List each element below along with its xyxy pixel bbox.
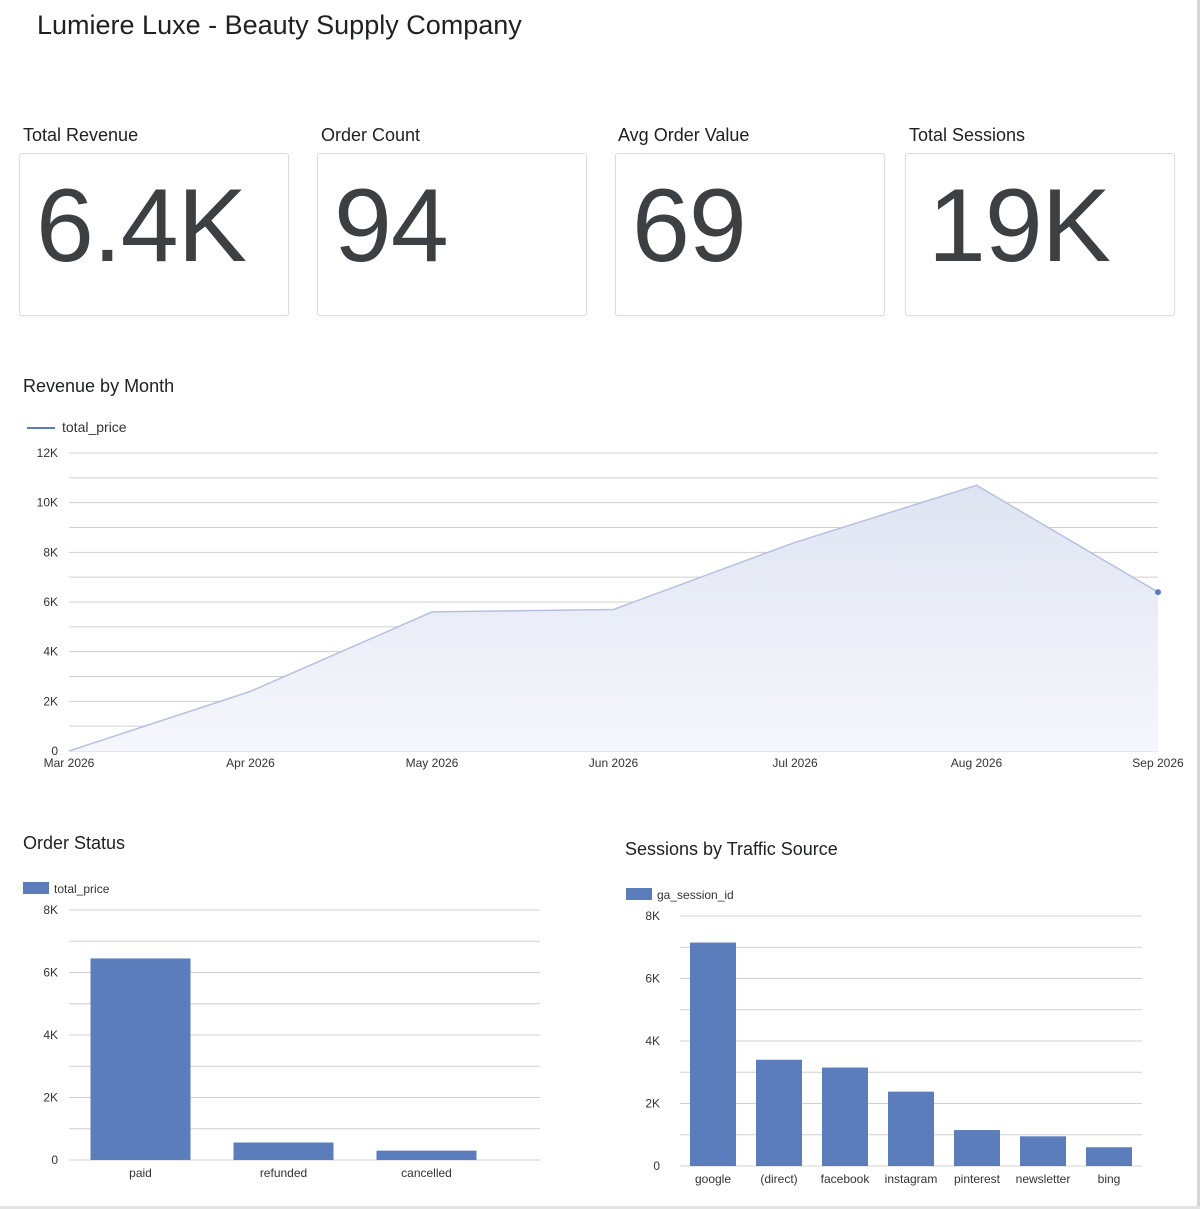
- kpi-label-total-sessions: Total Sessions: [909, 125, 1026, 145]
- x-tick-label-newsletter: newsletter: [1016, 1172, 1071, 1186]
- x-tick-label-may-2026: May 2026: [406, 756, 459, 770]
- x-tick-label-apr-2026: Apr 2026: [226, 756, 275, 770]
- y-tick-label: 6K: [43, 595, 58, 609]
- kpi-value-order-count: 94: [334, 168, 449, 284]
- x-tick-label-bing: bing: [1098, 1172, 1121, 1186]
- y-tick-label: 4K: [645, 1034, 660, 1048]
- y-tick-label: 8K: [43, 545, 58, 559]
- frame-right-border: [1197, 0, 1200, 1209]
- x-tick-label-cancelled: cancelled: [401, 1166, 452, 1180]
- order-status-chart-title: Order Status: [23, 833, 126, 853]
- order-status-chart[interactable]: 0 2K 4K 6K 8K paid refunded cancelled total_pric…: [23, 882, 540, 1180]
- bar-facebook: [822, 1067, 868, 1166]
- y-tick-label: 0: [653, 1159, 660, 1173]
- y-tick-label: 2K: [43, 694, 58, 708]
- kpi-value-total-revenue: 6.4K: [36, 168, 247, 284]
- series-area-total-price: [69, 485, 1158, 751]
- bar-cancelled: [376, 1150, 477, 1160]
- series-line-total-price: [68, 484, 1159, 752]
- y-tick-label: 4K: [43, 1028, 58, 1042]
- revenue-by-month-chart[interactable]: 0 2K 4K 6K 8K 10K 12K Mar 2026 Apr 2026 May 2026 J…: [27, 419, 1184, 770]
- bar-instagram: [888, 1091, 934, 1166]
- y-tick-label: 2K: [43, 1091, 58, 1105]
- x-tick-label-pinterest: pinterest: [954, 1172, 1001, 1186]
- kpi-value-total-sessions: 19K: [928, 168, 1111, 284]
- bar-google: [690, 942, 736, 1166]
- kpi-card-order-count[interactable]: 94: [317, 153, 587, 316]
- bar-refunded: [233, 1142, 334, 1160]
- legend-label: total_price: [54, 882, 110, 896]
- legend-swatch: [23, 882, 49, 894]
- x-tick-label-refunded: refunded: [260, 1166, 307, 1180]
- y-tick-label: 10K: [37, 496, 58, 510]
- x-tick-label-google: google: [695, 1172, 731, 1186]
- page-title: Lumiere Luxe - Beauty Supply Company: [37, 10, 522, 40]
- y-tick-label: 4K: [43, 645, 58, 659]
- kpi-card-total-sessions[interactable]: 19K: [905, 153, 1175, 316]
- series-last-point: [1155, 589, 1161, 596]
- y-tick-label: 8K: [645, 909, 660, 923]
- kpi-card-total-revenue[interactable]: 6.4K: [19, 153, 289, 316]
- bar-direct: [756, 1059, 802, 1166]
- kpi-label-avg-order-value: Avg Order Value: [618, 125, 750, 145]
- x-tick-label-aug-2026: Aug 2026: [951, 756, 1003, 770]
- y-tick-label: 8K: [43, 903, 58, 917]
- frame-bottom-border: [0, 1206, 1200, 1209]
- y-tick-label: 6K: [43, 966, 58, 980]
- y-tick-label: 0: [51, 1153, 58, 1167]
- bar-bing: [1086, 1147, 1132, 1166]
- y-tick-label: 12K: [37, 446, 58, 460]
- x-tick-label-direct: (direct): [760, 1172, 797, 1186]
- legend-swatch: [626, 888, 652, 900]
- legend-label: ga_session_id: [657, 888, 734, 902]
- kpi-label-total-revenue: Total Revenue: [23, 125, 139, 145]
- x-tick-label-mar-2026: Mar 2026: [44, 756, 95, 770]
- x-tick-label-paid: paid: [129, 1166, 152, 1180]
- bar-pinterest: [954, 1130, 1000, 1166]
- legend-label: total_price: [62, 419, 127, 435]
- y-tick-label: 0: [51, 744, 58, 758]
- x-tick-label-sep-2026: Sep 2026: [1132, 756, 1184, 770]
- revenue-chart-title: Revenue by Month: [23, 376, 175, 396]
- bar-newsletter: [1020, 1136, 1066, 1166]
- kpi-value-avg-order-value: 69: [632, 168, 747, 284]
- x-tick-label-jul-2026: Jul 2026: [772, 756, 818, 770]
- traffic-source-chart-title: Sessions by Traffic Source: [625, 839, 838, 859]
- y-tick-label: 2K: [645, 1097, 660, 1111]
- x-tick-label-jun-2026: Jun 2026: [589, 756, 639, 770]
- x-tick-label-instagram: instagram: [885, 1172, 938, 1186]
- sessions-by-traffic-source-chart[interactable]: 0 2K 4K 6K 8K google (direct) facebook instagram…: [626, 888, 1142, 1186]
- x-tick-label-facebook: facebook: [821, 1172, 871, 1186]
- y-tick-label: 6K: [645, 972, 660, 986]
- kpi-label-order-count: Order Count: [321, 125, 421, 145]
- bar-paid: [90, 958, 191, 1160]
- kpi-card-avg-order-value[interactable]: 69: [615, 153, 885, 316]
